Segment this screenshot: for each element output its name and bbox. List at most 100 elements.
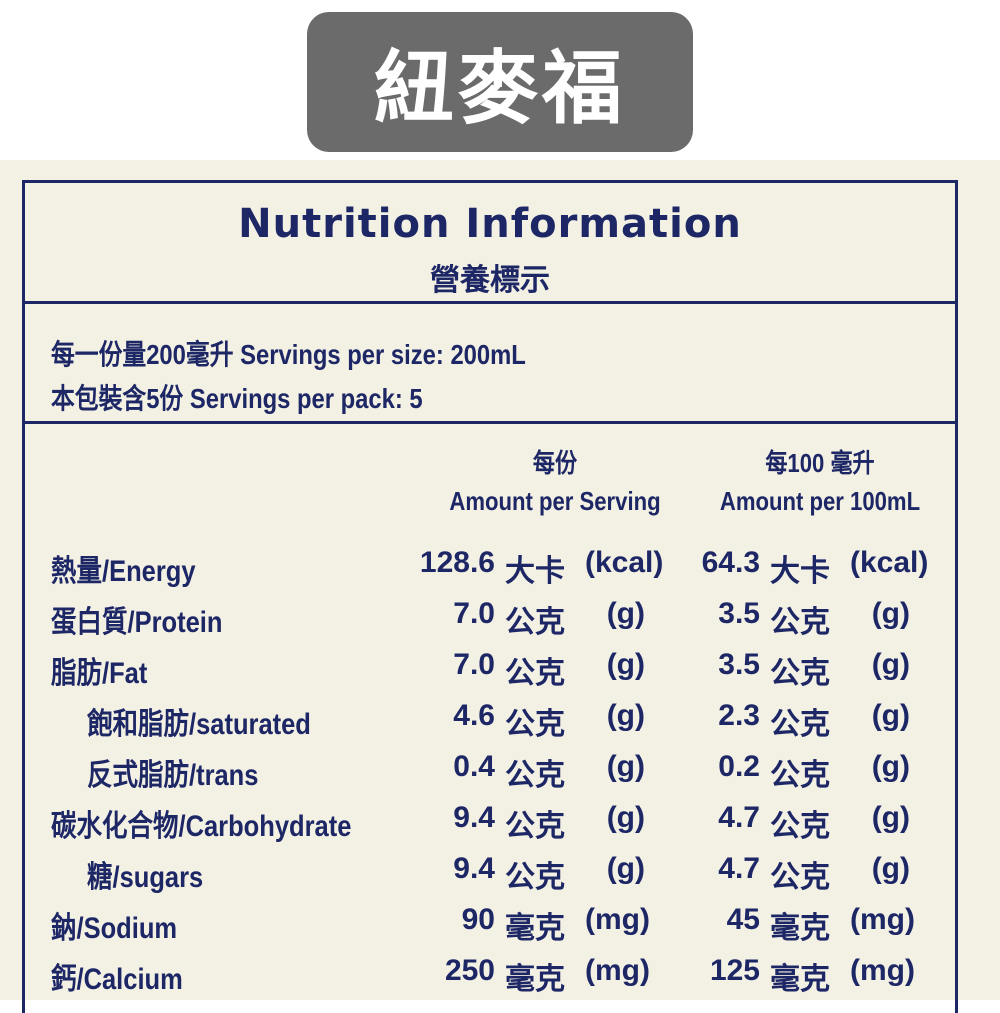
per-100ml-value: 4.7 公克 (g) <box>670 801 910 845</box>
unit-en: (kcal) <box>850 546 929 579</box>
unit-zh: 公克 <box>505 708 565 741</box>
column-header-per-100ml: 每100 毫升 Amount per 100mL <box>690 443 950 517</box>
unit-zh: 公克 <box>770 606 830 639</box>
amount: 2.3 <box>718 699 760 732</box>
per-serving-value: 128.6 大卡 (kcal) <box>405 546 664 590</box>
unit-zh: 毫克 <box>505 912 565 945</box>
divider <box>25 421 955 424</box>
per-serving-value: 7.0 公克 (g) <box>405 648 645 692</box>
table-row: 鈉/Sodium 90 毫克 (mg) 45 毫克 (mg) <box>25 895 955 945</box>
per-100ml-value: 0.2 公克 (g) <box>670 750 910 794</box>
nutrient-label: 飽和脂肪/saturated <box>87 708 311 741</box>
unit-en: (g) <box>606 801 645 834</box>
nutrient-label: 反式脂肪/trans <box>87 759 259 792</box>
unit-zh: 毫克 <box>770 912 830 945</box>
unit-en: (mg) <box>585 903 650 936</box>
column-header-en: Amount per 100mL <box>719 486 921 516</box>
unit-zh: 公克 <box>770 861 830 894</box>
unit-zh: 公克 <box>770 810 830 843</box>
unit-zh: 公克 <box>770 708 830 741</box>
unit-en: (g) <box>871 852 910 885</box>
per-100ml-value: 2.3 公克 (g) <box>670 699 910 743</box>
divider <box>25 301 955 304</box>
per-serving-value: 90 毫克 (mg) <box>405 903 650 947</box>
unit-zh: 毫克 <box>505 963 565 996</box>
nutrient-label: 蛋白質/Protein <box>51 606 223 639</box>
label-title: Nutrition Information <box>238 201 742 247</box>
column-header-en: Amount per Serving <box>449 486 661 516</box>
unit-en: (g) <box>606 750 645 783</box>
nutrient-label: 鈣/Calcium <box>51 963 183 996</box>
per-serving-value: 7.0 公克 (g) <box>405 597 645 641</box>
label-subtitle: 營養標示 <box>430 263 550 298</box>
table-row: 反式脂肪/trans 0.4 公克 (g) 0.2 公克 (g) <box>25 742 955 792</box>
amount: 250 <box>444 954 495 987</box>
unit-en: (g) <box>871 801 910 834</box>
unit-en: (mg) <box>850 954 915 987</box>
amount: 7.0 <box>453 648 495 681</box>
unit-zh: 毫克 <box>770 963 830 996</box>
unit-zh: 大卡 <box>770 555 830 588</box>
per-serving-value: 4.6 公克 (g) <box>405 699 645 743</box>
unit-zh: 公克 <box>505 810 565 843</box>
table-row: 糖/sugars 9.4 公克 (g) 4.7 公克 (g) <box>25 844 955 894</box>
amount: 4.7 <box>718 852 760 885</box>
per-serving-value: 9.4 公克 (g) <box>405 801 645 845</box>
unit-en: (g) <box>606 597 645 630</box>
table-row: 飽和脂肪/saturated 4.6 公克 (g) 2.3 公克 (g) <box>25 691 955 741</box>
nutrient-label: 碳水化合物/Carbohydrate <box>51 810 352 843</box>
column-header-per-serving: 每份 Amount per Serving <box>425 443 685 517</box>
unit-en: (g) <box>871 648 910 681</box>
amount: 4.6 <box>453 699 495 732</box>
per-100ml-value: 3.5 公克 (g) <box>670 597 910 641</box>
amount: 0.4 <box>453 750 495 783</box>
per-100ml-value: 45 毫克 (mg) <box>670 903 915 947</box>
amount: 64.3 <box>701 546 760 579</box>
table-row: 碳水化合物/Carbohydrate 9.4 公克 (g) 4.7 公克 (g) <box>25 793 955 843</box>
unit-en: (g) <box>606 648 645 681</box>
amount: 9.4 <box>453 801 495 834</box>
unit-zh: 公克 <box>505 606 565 639</box>
unit-en: (mg) <box>585 954 650 987</box>
per-100ml-value: 3.5 公克 (g) <box>670 648 910 692</box>
per-serving-value: 0.4 公克 (g) <box>405 750 645 794</box>
table-row: 鈣/Calcium 250 毫克 (mg) 125 毫克 (mg) <box>25 946 955 996</box>
unit-en: (kcal) <box>585 546 664 579</box>
amount: 125 <box>709 954 760 987</box>
unit-zh: 公克 <box>505 657 565 690</box>
table-row: 熱量/Energy 128.6 大卡 (kcal) 64.3 大卡 (kcal) <box>25 538 955 588</box>
amount: 3.5 <box>718 597 760 630</box>
amount: 0.2 <box>718 750 760 783</box>
brand-name: 紐麥福 <box>374 42 626 135</box>
nutrient-label: 糖/sugars <box>87 861 204 894</box>
per-serving-value: 250 毫克 (mg) <box>405 954 650 998</box>
per-100ml-value: 125 毫克 (mg) <box>670 954 915 998</box>
label-background <box>0 160 1000 1000</box>
amount: 128.6 <box>419 546 495 579</box>
amount: 7.0 <box>453 597 495 630</box>
unit-zh: 公克 <box>505 861 565 894</box>
unit-en: (mg) <box>850 903 915 936</box>
unit-en: (g) <box>871 750 910 783</box>
table-row: 脂肪/Fat 7.0 公克 (g) 3.5 公克 (g) <box>25 640 955 690</box>
unit-en: (g) <box>871 699 910 732</box>
unit-zh: 公克 <box>770 759 830 792</box>
serving-size: 每一份量200毫升 Servings per size: 200mL <box>51 339 526 370</box>
brand-banner: 紐麥福 <box>307 12 693 152</box>
per-100ml-value: 4.7 公克 (g) <box>670 852 910 896</box>
nutrient-label: 熱量/Energy <box>51 555 196 588</box>
amount: 90 <box>461 903 495 936</box>
nutrient-label: 鈉/Sodium <box>51 912 178 945</box>
unit-zh: 公克 <box>770 657 830 690</box>
column-header-zh: 每100 毫升 <box>765 448 875 478</box>
servings-per-pack: 本包裝含5份 Servings per pack: 5 <box>51 383 423 414</box>
unit-en: (g) <box>871 597 910 630</box>
unit-en: (g) <box>606 852 645 885</box>
per-serving-value: 9.4 公克 (g) <box>405 852 645 896</box>
amount: 45 <box>726 903 760 936</box>
column-header-zh: 每份 <box>532 448 578 478</box>
unit-zh: 公克 <box>505 759 565 792</box>
amount: 9.4 <box>453 852 495 885</box>
amount: 3.5 <box>718 648 760 681</box>
nutrient-label: 脂肪/Fat <box>51 657 148 690</box>
